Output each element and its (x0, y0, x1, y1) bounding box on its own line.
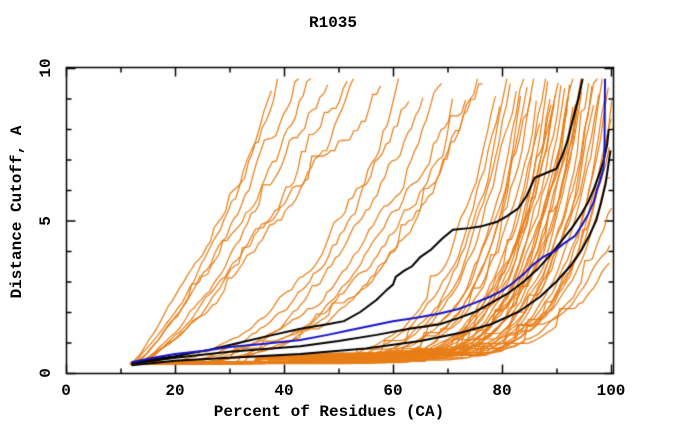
x-axis-label: Percent of Residues (CA) (213, 403, 445, 421)
y-tick-label: 10 (37, 58, 55, 78)
x-tick-label: 80 (492, 382, 512, 400)
chart-title: R1035 (308, 14, 358, 32)
x-tick-label: 0 (61, 382, 71, 400)
y-tick-label: 0 (37, 368, 55, 378)
x-tick-label: 40 (274, 382, 294, 400)
x-tick-label: 20 (165, 382, 185, 400)
y-axis-label: Distance Cutoff, A (8, 125, 26, 299)
y-tick-label: 5 (37, 215, 55, 226)
x-tick-label: 100 (596, 382, 626, 400)
x-tick-label: 60 (383, 382, 403, 400)
